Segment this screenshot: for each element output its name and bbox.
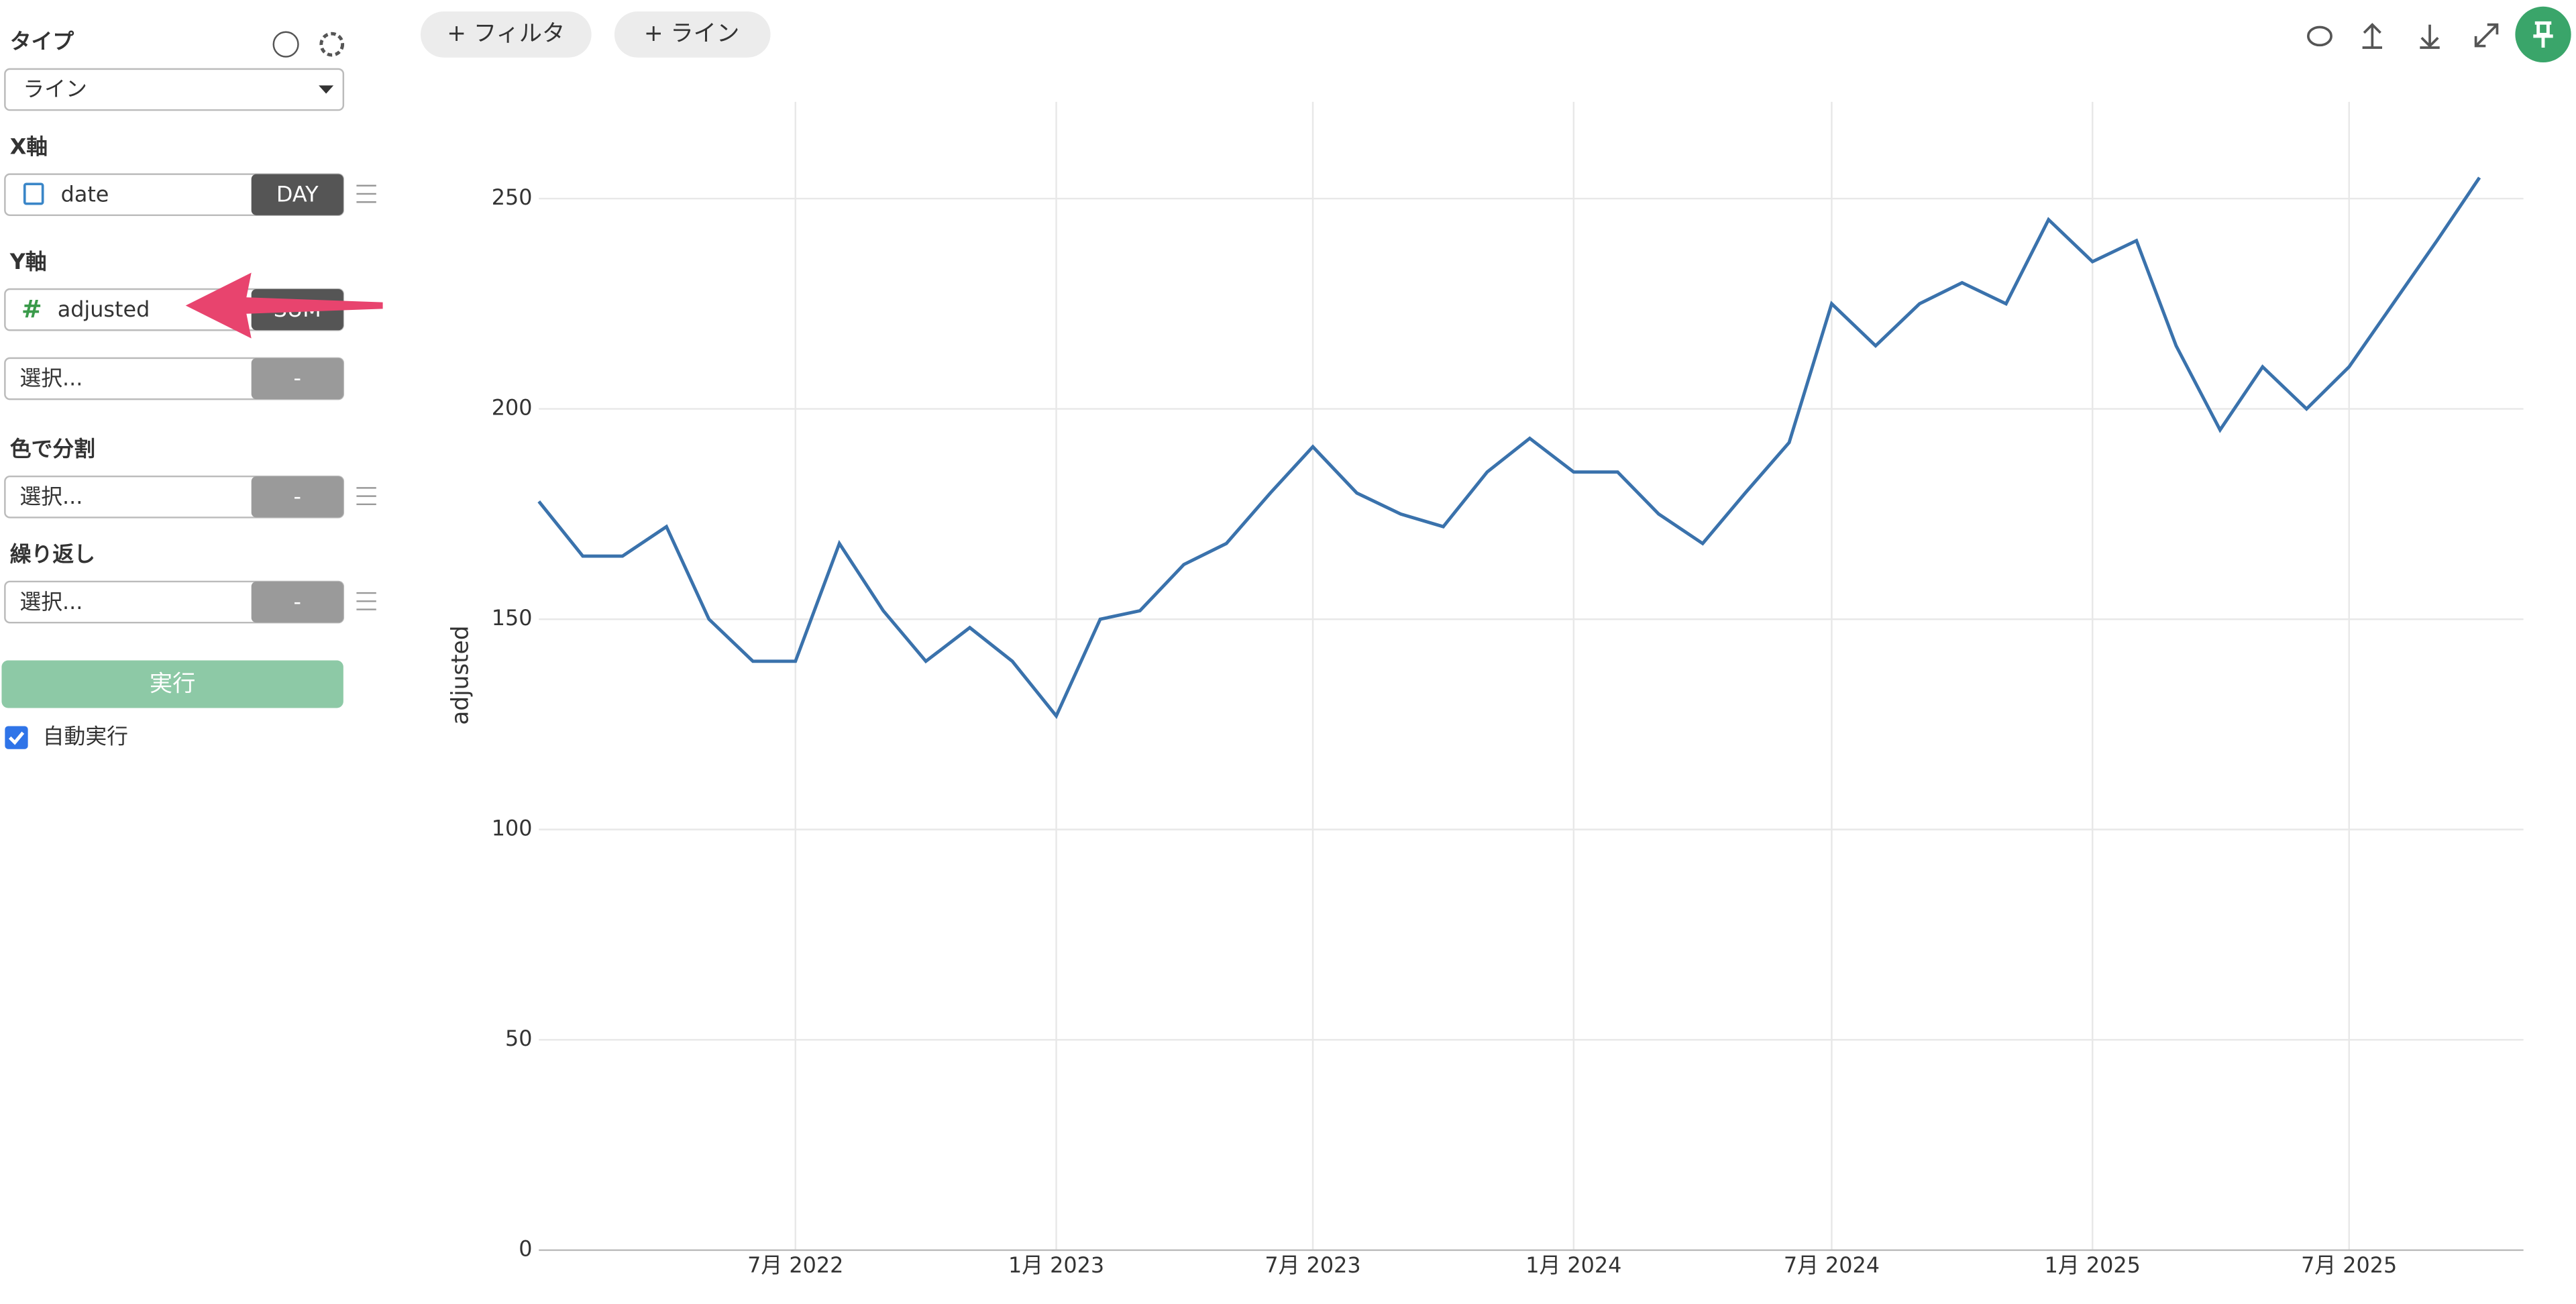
data-line <box>537 176 2481 719</box>
y-tick-label: 100 <box>492 816 533 841</box>
x-agg-button[interactable] <box>251 174 343 215</box>
toolbar-icons <box>2306 23 2499 49</box>
color-label: 色で分割 <box>10 436 95 461</box>
filter-button[interactable] <box>420 11 592 58</box>
y-tick-label: 200 <box>492 395 533 421</box>
calendar-icon <box>23 182 44 205</box>
color-agg: - <box>294 484 301 509</box>
auto-run-label: 自動実行 <box>43 724 128 749</box>
line-button[interactable] <box>614 11 771 58</box>
drag-handle[interactable] <box>356 184 376 203</box>
x-tick-label: 7月 2024 <box>1784 1252 1880 1278</box>
filter-label: + フィルタ <box>447 20 565 47</box>
number-icon: # <box>21 294 42 323</box>
repeat-agg: - <box>294 589 301 614</box>
run-label: 実行 <box>150 671 196 698</box>
drag-handle[interactable] <box>356 487 376 506</box>
y-tick-label: 50 <box>505 1026 533 1051</box>
y2-agg: - <box>294 366 301 391</box>
auto-run-checkbox[interactable] <box>5 726 28 749</box>
y-tick-label: 250 <box>492 184 533 210</box>
y-axis-title: adjusted <box>447 625 474 724</box>
x-tick-label: 7月 2023 <box>1265 1252 1360 1278</box>
color-agg-button[interactable] <box>251 476 343 518</box>
x-tick-label: 1月 2023 <box>1008 1252 1104 1278</box>
repeat-agg-button[interactable] <box>251 581 343 623</box>
y2-placeholder: 選択... <box>19 366 83 391</box>
y-tick-label: 0 <box>519 1236 532 1262</box>
comment-icon[interactable] <box>2306 25 2332 47</box>
help-icon[interactable] <box>272 31 299 58</box>
x-agg: DAY <box>276 181 319 207</box>
run-button[interactable] <box>1 660 343 708</box>
x-tick-label: 7月 2025 <box>2301 1252 2397 1278</box>
pin-icon <box>2533 21 2553 48</box>
type-select[interactable] <box>4 68 345 111</box>
x-tick-label: 1月 2024 <box>1525 1252 1621 1278</box>
type-label: タイプ <box>10 29 74 54</box>
annotation-arrow <box>185 272 383 339</box>
y-field-name: adjusted <box>58 296 150 322</box>
x-axis-label: X軸 <box>10 133 48 159</box>
line-label: + ライン <box>644 20 739 47</box>
type-value: ライン <box>23 76 87 102</box>
x-tick-label: 7月 2022 <box>747 1252 843 1278</box>
settings-icon[interactable] <box>319 32 345 57</box>
upload-icon[interactable] <box>2362 23 2383 49</box>
y2-agg-button[interactable] <box>251 358 343 400</box>
download-icon[interactable] <box>2420 24 2440 49</box>
drag-handle[interactable] <box>356 592 376 610</box>
x-field-name: date <box>61 181 109 207</box>
expand-icon[interactable] <box>2474 23 2499 48</box>
y-tick-label: 150 <box>492 605 533 631</box>
x-tick-label: 1月 2025 <box>2045 1252 2141 1278</box>
repeat-placeholder: 選択... <box>19 589 83 614</box>
repeat-label: 繰り返し <box>10 541 95 567</box>
plot: 0 50 100 150 200 250 7月 2022 1月 2023 7月 2023 1月 2… <box>492 101 2524 1278</box>
dropdown-caret <box>319 85 334 94</box>
y-axis-label: Y軸 <box>9 249 47 274</box>
check-mark <box>8 731 25 745</box>
color-placeholder: 選択... <box>19 484 83 509</box>
